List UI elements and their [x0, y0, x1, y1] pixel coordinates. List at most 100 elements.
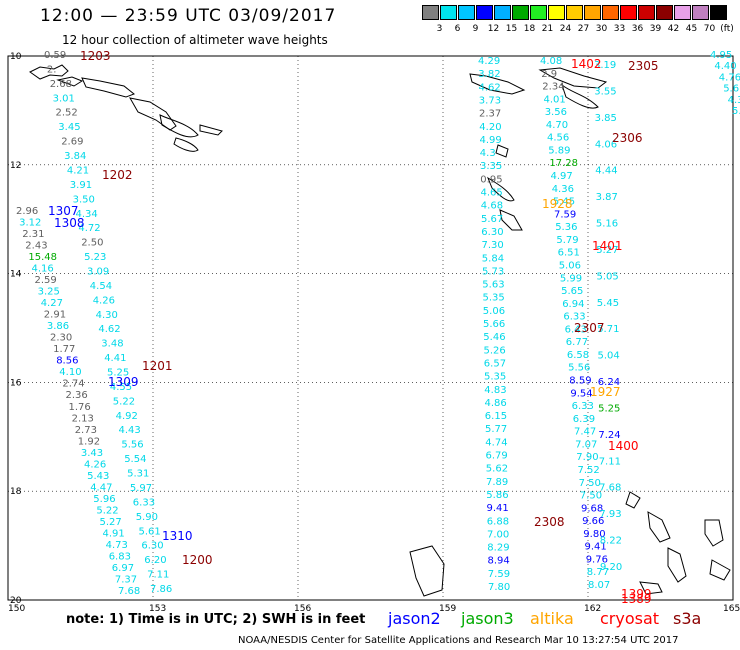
wave-height-value: 6.94 [562, 299, 584, 310]
wave-height-value: 2.13 [72, 413, 94, 424]
wave-height-value: 3.84 [64, 151, 86, 162]
lon-label: 156 [294, 604, 311, 614]
coastline [647, 511, 671, 543]
wave-height-value: 5.86 [486, 490, 508, 501]
wave-height-value: 5.06 [483, 306, 505, 317]
wave-height-value: 2.52 [56, 108, 78, 119]
wave-height-value: 4.92 [116, 411, 138, 422]
wave-height-value: 4.3 [728, 95, 740, 106]
wave-height-value: 7.50 [580, 491, 602, 502]
wave-height-value: 4.68 [481, 201, 503, 212]
wave-height-value: 4.20 [479, 122, 501, 133]
wave-height-value: 6.30 [481, 227, 503, 238]
pass-id: 1308 [54, 216, 85, 230]
wave-height-value: 4.56 [547, 133, 569, 144]
wave-height-value: 5.62 [486, 464, 508, 475]
lon-label: 165 [723, 604, 740, 614]
wave-height-value: 2.96 [16, 206, 38, 217]
coastline [625, 491, 641, 509]
wave-height-value: 7.68 [599, 483, 621, 494]
wave-height-value: 7.86 [150, 584, 172, 595]
wave-height-value: 3.85 [595, 113, 617, 124]
wave-height-value: 5.61 [139, 526, 161, 537]
scale-swatch [710, 5, 727, 20]
map-title: 12:00 — 23:59 UTC 03/09/2017 [40, 6, 337, 26]
wave-height-value: 3.09 [87, 267, 109, 278]
wave-height-value: 4.3 [480, 148, 496, 159]
wave-height-value: 1.76 [69, 402, 91, 413]
wave-height-value: 3.45 [58, 122, 80, 133]
wave-height-value: 4.08 [540, 56, 562, 67]
wave-height-value: 5.56 [121, 440, 143, 451]
wave-height-value: 4.99 [480, 135, 502, 146]
wave-height-value: 8.77 [587, 567, 609, 578]
wave-height-value: 9.80 [583, 529, 605, 540]
lon-label: 162 [584, 604, 601, 614]
wave-height-value: 4.73 [106, 540, 128, 551]
scale-label: 18 [523, 24, 536, 34]
wave-height-value: 2.69 [61, 137, 83, 148]
wave-height-value: 7.59 [488, 569, 510, 580]
wave-height-value: 5.36 [555, 222, 577, 233]
wave-height-value: 6.43 [565, 324, 587, 335]
scale-label: 45 [685, 24, 698, 34]
wave-height-value: 5.04 [598, 351, 620, 362]
pass-id: 1399 [621, 587, 652, 601]
scale-swatch [476, 5, 493, 20]
wave-height-value: 8.07 [588, 580, 610, 591]
wave-height-value: 9.54 [570, 388, 592, 399]
wave-height-value: 7.80 [488, 582, 510, 593]
wave-height-value: 7.07 [575, 439, 597, 450]
pass-id: 2306 [612, 131, 643, 145]
coastline [667, 547, 687, 583]
wave-height-value: 4.62 [479, 82, 501, 93]
lat-label: 12 [10, 161, 21, 171]
wave-height-value: 6.77 [566, 337, 588, 348]
pass-id: 1202 [102, 168, 133, 182]
wave-height-value: 6.58 [567, 350, 589, 361]
scale-label: 42 [667, 24, 680, 34]
scale-label: 36 [631, 24, 644, 34]
wave-height-value: 0.59 [44, 50, 66, 61]
coastline [159, 114, 199, 138]
wave-height-value: 7.90 [576, 452, 598, 463]
scale-label: 33 [613, 24, 626, 34]
wave-height-value: 9.41 [487, 503, 509, 514]
wave-height-value: 6.33 [133, 497, 155, 508]
wave-height-value: 5.05 [597, 271, 619, 282]
scale-swatch [620, 5, 637, 20]
wave-height-value: 5.66 [483, 319, 505, 330]
coastline [469, 73, 526, 95]
wave-height-value: 5.31 [127, 469, 149, 480]
coastline [29, 64, 69, 80]
pass-id: 1389 [621, 592, 652, 606]
wave-height-value: 1.77 [53, 344, 75, 355]
wave-height-value: 6.24 [598, 377, 620, 388]
wave-height-value: 4.54 [90, 281, 112, 292]
wave-height-value: 5.63 [482, 280, 504, 291]
legend-jason2: jason2 [388, 609, 441, 628]
wave-height-value: 4.26 [93, 295, 115, 306]
wave-height-values: 0.59 2. 2.68 3.01 2.52 3.45 2.69 3.84 4.21 3.91 3.… [16, 50, 740, 597]
legend-cryosat: cryosat [600, 609, 660, 628]
lat-label: 14 [10, 270, 22, 280]
wave-height-value: 8.94 [488, 556, 510, 567]
wave-height-value: 8.29 [487, 543, 509, 554]
wave-height-value: 4.95 [710, 50, 732, 61]
wave-height-value: 4.01 [544, 94, 566, 105]
lat-label: 20 [10, 596, 22, 606]
wave-height-value: 5.79 [556, 235, 578, 246]
wave-height-value: 6.33 [563, 312, 585, 323]
wave-height-value: 5.65 [561, 286, 583, 297]
map-frame [7, 55, 734, 601]
wave-height-value: 4.41 [104, 353, 126, 364]
scale-swatch [548, 5, 565, 20]
wave-height-value: 2.74 [62, 379, 84, 390]
pass-id: 1309 [108, 375, 139, 389]
scale-swatch [512, 5, 529, 20]
wave-height-value: 5.67 [481, 214, 503, 225]
coastline [81, 77, 135, 98]
wave-height-value: 9.20 [600, 562, 622, 573]
coastline [173, 137, 199, 152]
